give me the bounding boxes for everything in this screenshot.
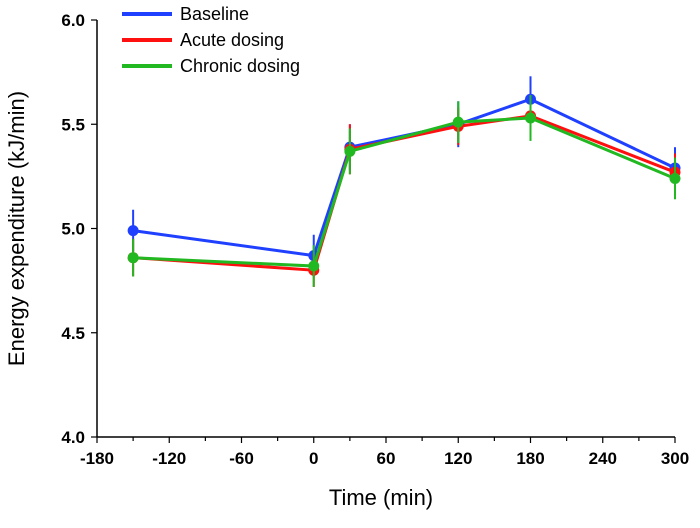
data-point: [669, 172, 681, 184]
x-tick-label: 180: [516, 449, 544, 468]
x-tick-label: 60: [377, 449, 396, 468]
data-point: [525, 112, 536, 124]
y-tick-label: 4.5: [61, 324, 85, 343]
y-tick-label: 6.0: [61, 11, 85, 30]
legend-label: Acute dosing: [180, 30, 284, 50]
series-line-2: [133, 116, 676, 268]
x-axis-label: Time (min): [329, 485, 433, 510]
y-axis-label: Energy expenditure (kJ/min): [4, 91, 29, 366]
data-point: [127, 252, 139, 264]
x-tick-label: 0: [309, 449, 318, 468]
x-tick-label: 120: [444, 449, 472, 468]
x-tick-label: 300: [661, 449, 689, 468]
y-tick-label: 5.0: [61, 220, 85, 239]
x-tick-label: -60: [229, 449, 254, 468]
data-point: [127, 225, 139, 237]
series-line-0: [132, 97, 676, 258]
data-point: [308, 260, 320, 272]
x-tick-label: -180: [80, 449, 114, 468]
x-tick-label: -120: [152, 449, 186, 468]
data-point: [452, 116, 464, 128]
y-tick-label: 5.5: [61, 115, 85, 134]
y-tick-label: 4.0: [61, 428, 85, 447]
legend-label: Baseline: [180, 4, 249, 24]
legend-label: Chronic dosing: [180, 56, 300, 76]
x-tick-label: 240: [589, 449, 617, 468]
data-point: [344, 145, 356, 157]
series-line-1: [133, 114, 676, 272]
